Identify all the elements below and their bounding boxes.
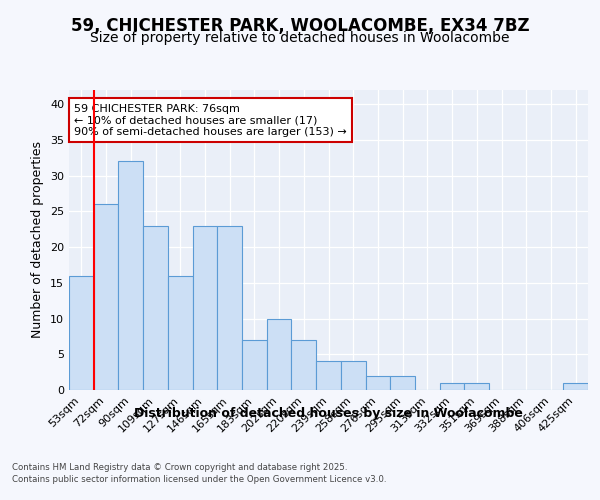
Text: 59, CHICHESTER PARK, WOOLACOMBE, EX34 7BZ: 59, CHICHESTER PARK, WOOLACOMBE, EX34 7B…	[71, 18, 529, 36]
Bar	[464, 383, 489, 390]
Bar	[193, 226, 217, 390]
Text: Contains public sector information licensed under the Open Government Licence v3: Contains public sector information licen…	[12, 475, 386, 484]
Bar	[69, 276, 94, 390]
Bar	[168, 276, 193, 390]
Bar	[292, 340, 316, 390]
Bar	[316, 362, 341, 390]
Text: 59 CHICHESTER PARK: 76sqm
← 10% of detached houses are smaller (17)
90% of semi-: 59 CHICHESTER PARK: 76sqm ← 10% of detac…	[74, 104, 347, 136]
Y-axis label: Number of detached properties: Number of detached properties	[31, 142, 44, 338]
Bar	[118, 162, 143, 390]
Text: Distribution of detached houses by size in Woolacombe: Distribution of detached houses by size …	[134, 408, 523, 420]
Bar	[267, 318, 292, 390]
Bar	[440, 383, 464, 390]
Bar	[341, 362, 365, 390]
Text: Contains HM Land Registry data © Crown copyright and database right 2025.: Contains HM Land Registry data © Crown c…	[12, 462, 347, 471]
Bar	[242, 340, 267, 390]
Bar	[94, 204, 118, 390]
Bar	[563, 383, 588, 390]
Bar	[143, 226, 168, 390]
Bar	[365, 376, 390, 390]
Text: Size of property relative to detached houses in Woolacombe: Size of property relative to detached ho…	[90, 31, 510, 45]
Bar	[217, 226, 242, 390]
Bar	[390, 376, 415, 390]
